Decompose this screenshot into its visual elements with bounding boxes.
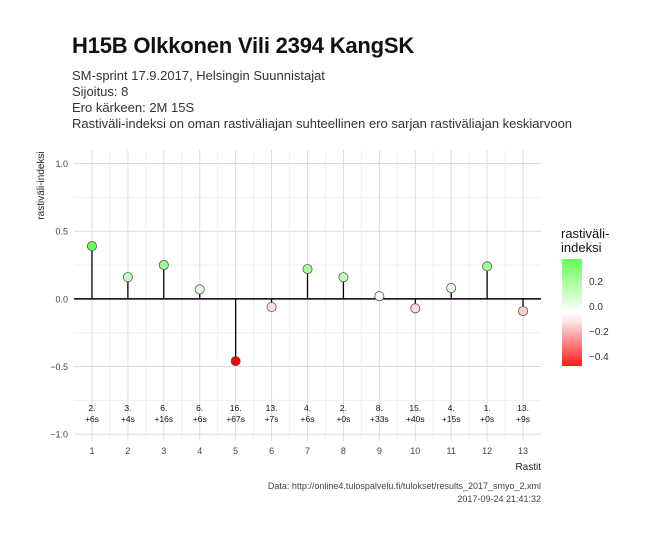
x-tick-label: 12	[482, 446, 492, 456]
lollipop-point	[518, 306, 529, 317]
legend-title: rastiväli-indeksi	[561, 227, 631, 255]
leg-rank-label: 1.	[484, 403, 491, 413]
lollipop-point	[158, 260, 169, 271]
x-tick-label: 7	[305, 446, 310, 456]
lollipop-point	[410, 303, 421, 314]
x-tick-label: 5	[233, 446, 238, 456]
leg-diff-label: +4s	[121, 414, 135, 424]
leg-diff-label: +33s	[370, 414, 389, 424]
legend-title-line: rastiväli-	[561, 226, 610, 241]
y-tick-label: 0.0	[55, 294, 68, 304]
leg-diff-label: +40s	[406, 414, 425, 424]
lollipop-point	[446, 283, 457, 294]
x-tick-label: 1	[89, 446, 94, 456]
x-axis-label: Rastit	[515, 462, 541, 473]
subtitle-gap: Ero kärkeen: 2M 15S	[72, 100, 195, 115]
legend-tick-label: −0.2	[589, 327, 609, 339]
leg-diff-label: +67s	[226, 414, 245, 424]
legend-tick-label: 0.0	[589, 302, 603, 314]
chart-title: H15B Olkkonen Vili 2394 KangSK	[72, 33, 415, 58]
leg-rank-label: 4.	[448, 403, 455, 413]
lollipop-point	[194, 284, 205, 295]
subtitle-event: SM-sprint 17.9.2017, Helsingin Suunnista…	[72, 68, 325, 83]
x-tick-label: 10	[410, 446, 420, 456]
caption-timestamp: 2017-09-24 21:41:32	[457, 494, 541, 504]
leg-diff-label: +0s	[336, 414, 350, 424]
y-tick-label: 0.5	[55, 227, 68, 237]
leg-rank-label: 2.	[340, 403, 347, 413]
lollipop-point	[122, 272, 133, 283]
lollipop-point	[86, 241, 97, 252]
y-axis-label: rastiväli-indeksi	[36, 151, 47, 219]
leg-rank-label: 13.	[517, 403, 529, 413]
leg-diff-label: +16s	[154, 414, 173, 424]
x-tick-label: 11	[447, 446, 456, 456]
caption-data-source: Data: http://online4.tulospalvelu.fi/tul…	[267, 481, 541, 491]
subtitle-description: Rastiväli-indeksi on oman rastiväliajan …	[72, 116, 573, 131]
leg-rank-label: 6.	[196, 403, 203, 413]
legend-tick-label: 0.2	[589, 276, 603, 288]
x-tick-label: 8	[341, 446, 346, 456]
lollipop-point	[266, 302, 277, 313]
leg-rank-label: 6.	[160, 403, 167, 413]
lollipop-point	[302, 264, 313, 275]
legend-tick-label: −0.4	[589, 352, 609, 364]
lollipop-point	[230, 356, 241, 367]
leg-rank-label: 3.	[124, 403, 131, 413]
x-tick-label: 9	[377, 446, 382, 456]
leg-diff-label: +9s	[516, 414, 530, 424]
x-tick-label: 6	[269, 446, 274, 456]
leg-diff-label: +0s	[480, 414, 494, 424]
leg-rank-label: 16.	[230, 403, 242, 413]
leg-rank-label: 8.	[376, 403, 383, 413]
x-tick-label: 2	[125, 446, 130, 456]
lollipop-point	[374, 291, 385, 302]
y-tick-label: −0.5	[50, 362, 68, 372]
lollipop-point	[482, 261, 493, 272]
leg-rank-label: 4.	[304, 403, 311, 413]
leg-diff-label: +7s	[265, 414, 279, 424]
leg-diff-label: +6s	[301, 414, 315, 424]
leg-diff-label: +6s	[85, 414, 99, 424]
leg-rank-label: 15.	[409, 403, 421, 413]
subtitle-rank: Sijoitus: 8	[72, 84, 129, 99]
leg-rank-label: 13.	[266, 403, 278, 413]
leg-diff-label: +6s	[193, 414, 207, 424]
leg-rank-label: 2.	[88, 403, 95, 413]
y-tick-label: −1.0	[50, 430, 68, 440]
legend-color-bar	[562, 259, 582, 366]
leg-diff-label: +15s	[442, 414, 461, 424]
x-tick-label: 3	[161, 446, 166, 456]
lollipop-point	[338, 272, 349, 283]
legend-title-line: indeksi	[561, 240, 602, 255]
x-tick-label: 4	[197, 446, 202, 456]
x-tick-label: 13	[518, 446, 528, 456]
y-tick-label: 1.0	[55, 159, 68, 169]
